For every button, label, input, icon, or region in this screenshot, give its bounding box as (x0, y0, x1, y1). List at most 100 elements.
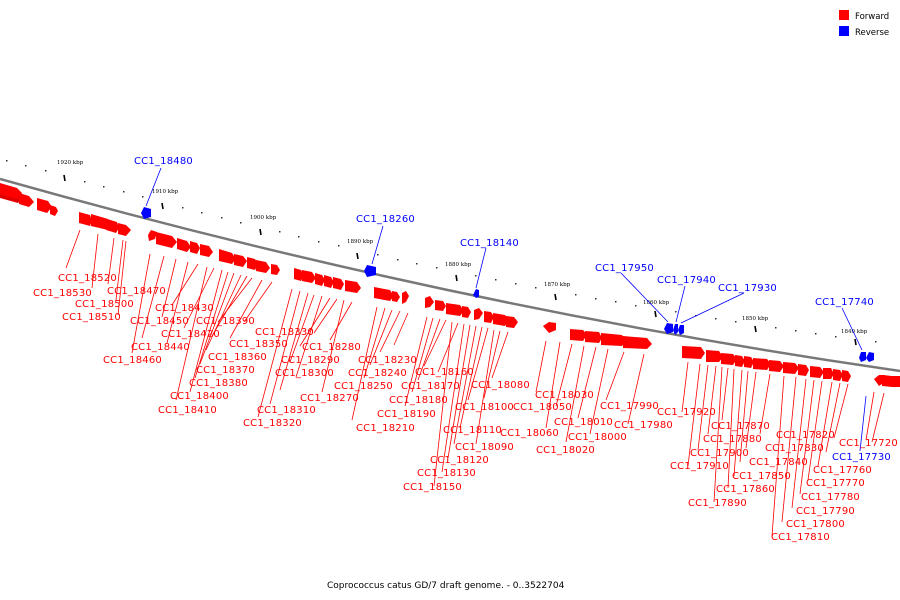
gene-block-reverse (664, 323, 673, 334)
gene-block-forward (37, 198, 52, 213)
leader-line (475, 247, 487, 289)
gene-label: CC1_18140 (460, 238, 519, 249)
leader-line (321, 299, 345, 393)
gene-block-reverse (678, 325, 684, 335)
gene-block-reverse (859, 352, 866, 362)
gene-block-forward (247, 257, 258, 270)
gene-label: CC1_17990 (600, 401, 659, 412)
leader-line (759, 373, 771, 435)
gene-label: CC1_18110 (443, 425, 502, 436)
leader-line (257, 288, 293, 418)
minor-tick (6, 160, 8, 162)
leader-line (183, 267, 215, 329)
minor-tick (595, 298, 597, 300)
gene-block-forward (474, 308, 483, 320)
leader-line (166, 261, 189, 344)
gene-label: CC1_18370 (196, 365, 255, 376)
gene-label: CC1_18510 (62, 312, 121, 323)
leader-line (799, 379, 815, 495)
gene-label: CC1_18520 (58, 273, 117, 284)
gene-block-forward (256, 260, 270, 273)
tick-label: 1850 kbp (742, 316, 769, 322)
gene-block-forward (345, 280, 361, 293)
gene-block-forward (324, 275, 334, 288)
gene-block-forward (842, 370, 851, 382)
gene-block-forward (706, 350, 723, 362)
leader-line (329, 301, 353, 341)
gene-label: CC1_17890 (688, 498, 747, 509)
leader-line (295, 295, 323, 378)
gene-label: CC1_18450 (130, 316, 189, 327)
gene-label: CC1_18050 (513, 402, 572, 413)
gene-label: CC1_17870 (711, 421, 770, 432)
minor-tick (377, 254, 379, 256)
leader-line (565, 345, 585, 443)
gene-label: CC1_18350 (229, 339, 288, 350)
leader-line (115, 239, 124, 301)
gene-block-reverse (673, 324, 678, 335)
leader-line (841, 307, 863, 351)
minor-tick (182, 207, 184, 209)
gene-block-forward (543, 322, 556, 333)
minor-tick (535, 287, 537, 289)
gene-block-forward (462, 306, 471, 318)
gene-block-forward (798, 364, 809, 376)
leader-line (865, 391, 875, 441)
gene-label: CC1_18080 (471, 380, 530, 391)
leader-line (171, 263, 199, 306)
leader-line (605, 351, 625, 401)
forward-leaders (65, 229, 885, 537)
gene-label: CC1_17900 (690, 448, 749, 459)
gene-block-forward (315, 273, 325, 286)
leader-line (351, 306, 378, 421)
minor-tick (221, 217, 223, 219)
minor-tick (45, 170, 47, 172)
leader-line (199, 272, 235, 365)
gene-block-forward (219, 249, 236, 264)
leader-line (555, 343, 573, 407)
gene-label: CC1_18130 (417, 468, 476, 479)
gene-label: CC1_18400 (170, 391, 229, 402)
leader-line (433, 321, 453, 487)
gene-block-forward (177, 238, 191, 252)
leader-line (211, 275, 248, 337)
gene-block-forward (234, 254, 247, 267)
gene-block-forward (585, 331, 602, 343)
gene-block-forward (50, 205, 58, 216)
leader-line (447, 324, 471, 459)
gene-label: CC1_18190 (377, 409, 436, 420)
leader-line (453, 325, 477, 445)
gene-block-forward (148, 230, 157, 241)
leader-line (189, 269, 223, 393)
gene-block-forward (769, 360, 784, 372)
leader-line (423, 319, 447, 367)
leader-line (279, 292, 309, 391)
leader-line (91, 233, 99, 289)
minor-tick (142, 196, 144, 198)
minor-tick (495, 279, 497, 281)
genome-caption: Coprococcus catus GD/7 draft genome. - 0… (327, 581, 565, 591)
leader-line (589, 348, 609, 435)
minor-tick (875, 341, 877, 343)
tick-label: 1880 kbp (445, 262, 472, 268)
minor-tick (795, 330, 797, 332)
gene-label: CC1_17950 (595, 263, 654, 274)
gene-label: CC1_18150 (403, 482, 462, 493)
gene-label: CC1_17730 (832, 452, 891, 463)
minor-tick (515, 283, 517, 285)
gene-label: CC1_17810 (771, 532, 830, 543)
gene-label: CC1_17880 (703, 434, 762, 445)
leader-line (791, 378, 807, 509)
leader-line (131, 253, 151, 354)
gene-block-forward (753, 358, 771, 370)
tick-label: 1910 kbp (152, 189, 179, 195)
major-tick (161, 202, 164, 210)
legend-label-reverse: Reverse (855, 28, 889, 38)
gene-label: CC1_17920 (657, 407, 716, 418)
leader-line (871, 392, 885, 443)
gene-label: CC1_18440 (131, 342, 190, 353)
minor-tick (436, 267, 438, 269)
minor-tick (84, 181, 86, 183)
leader-line (771, 375, 785, 537)
gene-label: CC1_18060 (500, 428, 559, 439)
